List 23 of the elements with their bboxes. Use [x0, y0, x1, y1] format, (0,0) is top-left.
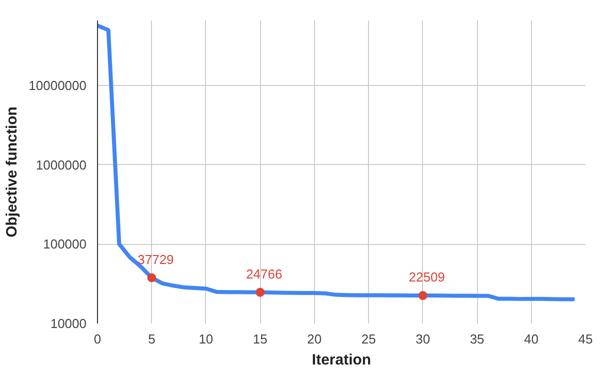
y-tick-label: 100000 [43, 236, 87, 252]
x-tick-label: 25 [361, 332, 376, 346]
x-tick-label: 0 [94, 332, 102, 346]
data-label: 37729 [138, 252, 174, 267]
data-label: 24766 [246, 266, 282, 282]
x-tick-label: 15 [252, 332, 268, 346]
point [418, 291, 428, 300]
x-tick-label: 10 [198, 332, 214, 346]
x-axis-title: Iteration [312, 352, 372, 368]
y-tick-label: 1000000 [36, 157, 87, 172]
x-tick-label: 45 [578, 332, 593, 346]
y-axis-title: Objective function [4, 106, 21, 238]
point [147, 273, 156, 282]
x-tick-label: 30 [416, 332, 430, 346]
y-tick-label: 10000000 [28, 78, 87, 94]
point [256, 288, 265, 297]
y-tick-label: 10000 [50, 316, 87, 331]
line-series [98, 24, 577, 302]
x-tick-label: 20 [307, 332, 322, 346]
data-label: 22509 [408, 270, 445, 285]
x-tick-label: 5 [148, 332, 156, 346]
x-tick-label: 40 [524, 332, 539, 346]
x-tick-label: 35 [470, 332, 484, 346]
